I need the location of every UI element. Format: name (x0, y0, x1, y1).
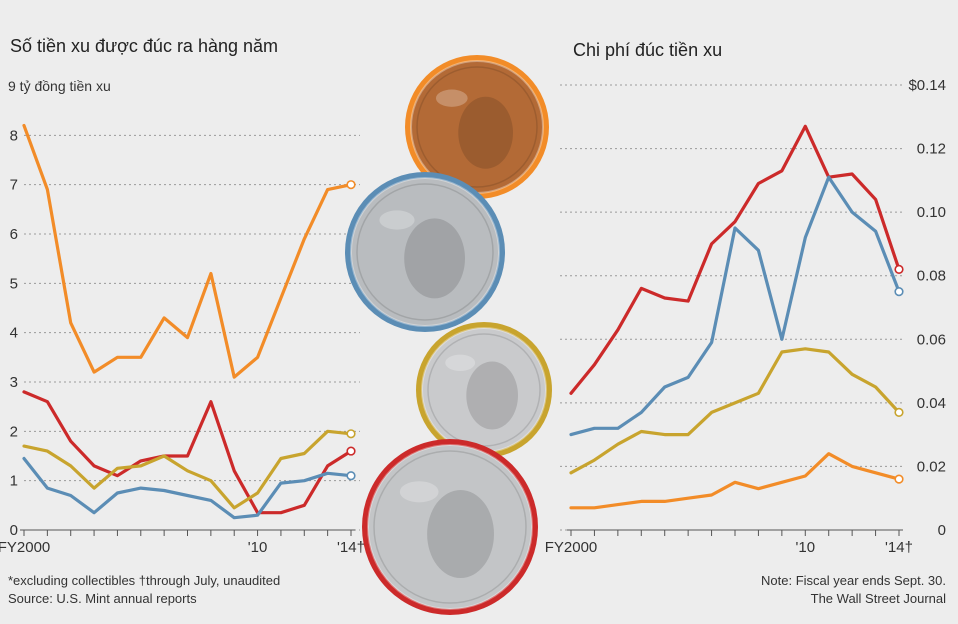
right-y-tick-label: 0 (938, 522, 946, 539)
left-series-line-4 (22, 456, 353, 520)
coin-illustrations (345, 55, 552, 615)
right-series-line-4 (569, 452, 901, 510)
coin-quarter-shine (399, 481, 439, 503)
fiscal-year-note: Note: Fiscal year ends Sept. 30. (761, 573, 946, 588)
coin-penny-icon (405, 55, 549, 199)
right-series-line-2 (569, 175, 901, 437)
coin-quarter-icon (362, 439, 538, 615)
coin-nickel-icon (345, 172, 505, 332)
right-series-line-1 (569, 124, 901, 395)
right-series-line-3 (569, 347, 901, 475)
right-y-tick-label: 0.08 (917, 268, 946, 285)
left-y-tick-label: 4 (10, 325, 18, 342)
right-y-tick-label: 0.04 (917, 395, 946, 412)
chart-minting-cost: 0 0.02 0.04 0.06 0.08 0.10 0.12 $0.14 FY2000 '10 '… (545, 77, 946, 556)
left-series-line-3 (22, 429, 353, 510)
left-chart-unit-label: 9 tỷ đồng tiền xu (8, 78, 111, 94)
left-y-tick-label: 1 (10, 473, 18, 490)
left-x-tick-label: '14† (337, 539, 365, 556)
right-x-tick-label: FY2000 (545, 539, 598, 556)
left-series-line-1 (22, 123, 353, 379)
right-y-tick-label: 0.02 (917, 458, 946, 475)
left-x-tick-label: '10 (248, 539, 268, 556)
publisher-credit: The Wall Street Journal (810, 591, 946, 606)
left-y-tick-label: 5 (10, 275, 18, 292)
left-series-line-2 (22, 390, 353, 515)
footnote-excluding: *excluding collectibles †through July, u… (8, 573, 281, 588)
right-y-tick-label: 0.10 (917, 204, 946, 221)
left-series-endpoint-1 (346, 180, 356, 190)
coin-nickel-rim (356, 183, 494, 321)
right-series-endpoint-1 (894, 264, 904, 274)
chart-annual-mintage: 0 1 2 3 4 5 6 7 8 FY2000 '10 '14† (0, 123, 365, 556)
right-series-endpoint-3 (894, 407, 904, 417)
right-series-endpoint-4 (894, 474, 904, 484)
coin-penny-shine (435, 89, 468, 107)
coin-penny-rim (416, 66, 538, 188)
left-y-tick-label: 3 (10, 374, 18, 391)
coin-penny-relief (458, 96, 513, 169)
left-x-tick-label: FY2000 (0, 539, 50, 556)
left-y-tick-label: 0 (10, 522, 18, 539)
source-note: Source: U.S. Mint annual reports (8, 591, 197, 606)
coin-nickel-relief (404, 218, 465, 299)
coin-nickel-face (350, 177, 500, 327)
right-y-tick-label: 0.12 (917, 141, 946, 158)
left-y-tick-label: 6 (10, 226, 18, 243)
right-chart-title: Chi phí đúc tiền xu (573, 40, 723, 60)
coin-dime-relief (466, 361, 518, 430)
left-chart-title: Số tiền xu được đúc ra hàng năm (10, 36, 279, 56)
right-series-endpoint-2 (894, 287, 904, 297)
left-series-endpoint-2 (346, 446, 356, 456)
left-series-endpoint-4 (346, 471, 356, 481)
left-series-endpoint-3 (346, 429, 356, 439)
coin-dime-icon (416, 322, 552, 458)
coin-dime-shine (445, 354, 476, 371)
left-y-tick-label: 7 (10, 177, 18, 194)
coin-quarter-rim (373, 450, 527, 604)
right-y-tick-label: 0.06 (917, 331, 946, 348)
right-x-tick-label: '10 (796, 539, 816, 556)
left-y-tick-label: 2 (10, 423, 18, 440)
left-y-tick-label: 8 (10, 127, 18, 144)
right-x-tick-label: '14† (885, 539, 913, 556)
coin-quarter-relief (427, 490, 494, 579)
right-y-tick-label: $0.14 (908, 77, 946, 94)
coin-nickel-shine (379, 210, 415, 230)
coin-quarter-face (367, 444, 533, 610)
